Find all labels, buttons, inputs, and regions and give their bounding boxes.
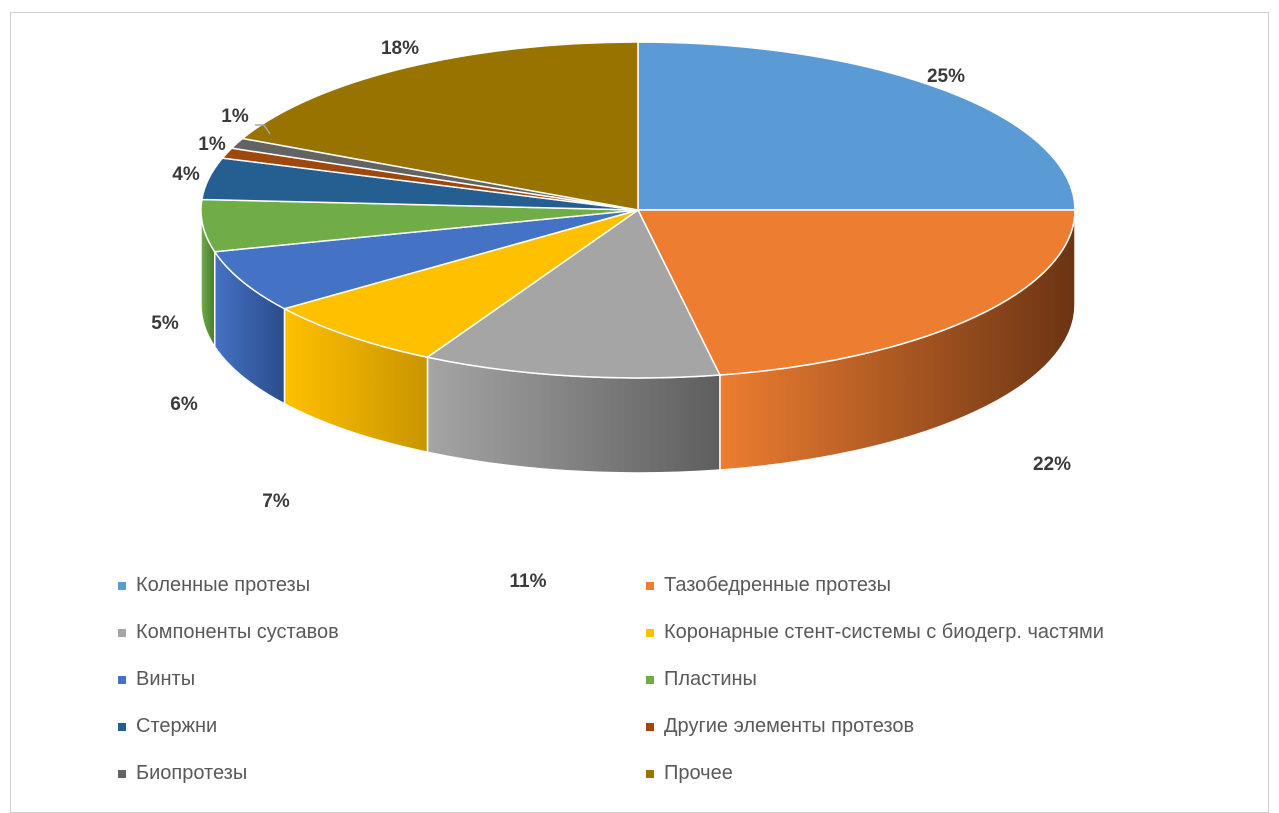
legend-label: Компоненты суставов (136, 621, 339, 643)
legend-swatch (646, 581, 654, 590)
pie-data-label: 22% (1033, 454, 1071, 475)
legend-item: Прочее (646, 762, 733, 785)
pie-data-label: 6% (170, 394, 198, 415)
legend-item: Коленные протезы (118, 574, 310, 597)
legend-label: Пластины (664, 668, 757, 690)
legend-swatch (646, 769, 654, 778)
pie-slice (425, 208, 722, 379)
legend-swatch (118, 581, 126, 590)
pie-slice (637, 41, 1076, 211)
legend-label: Коронарные стент-системы с биодегр. част… (664, 621, 1104, 643)
pie-data-label: 5% (151, 313, 179, 334)
pie-data-label: 1% (198, 134, 226, 155)
legend-swatch (646, 628, 654, 637)
legend-swatch (118, 628, 126, 637)
legend-label: Винты (136, 668, 196, 690)
legend-item: Винты (118, 668, 195, 691)
legend-item: Коронарные стент-системы с биодегр. част… (646, 621, 1104, 644)
pie-data-label: 4% (172, 164, 200, 185)
pie-slice (240, 41, 639, 211)
legend-item: Пластины (646, 668, 757, 691)
legend-swatch (118, 675, 126, 684)
top-text-strip (0, 0, 1279, 12)
legend-label: Биопротезы (136, 762, 248, 784)
legend-item: Компоненты суставов (118, 621, 339, 644)
legend-item: Биопротезы (118, 762, 247, 785)
legend-label: Другие элементы протезов (664, 715, 915, 737)
legend-label: Стержни (136, 715, 218, 737)
legend-item: Стержни (118, 715, 217, 738)
pie-data-label: 11% (510, 571, 547, 592)
legend-label: Тазобедренные протезы (664, 574, 892, 596)
pie-slice (282, 209, 639, 359)
legend-swatch (118, 722, 126, 731)
legend-label: Прочее (664, 762, 733, 784)
pie-data-label: 18% (381, 38, 419, 59)
pie-data-label: 7% (262, 491, 290, 512)
leader-line (255, 124, 271, 135)
legend-swatch (118, 769, 126, 778)
legend-item: Другие элементы протезов (646, 715, 914, 738)
pie-data-label: 25% (927, 66, 965, 87)
legend-swatch (646, 675, 654, 684)
legend-swatch (646, 722, 654, 731)
legend-label: Коленные протезы (136, 574, 311, 596)
pie-slice (213, 209, 639, 310)
pie-slice (636, 209, 1076, 376)
pie-data-label: 1% (221, 106, 249, 127)
legend-item: Тазобедренные протезы (646, 574, 891, 597)
